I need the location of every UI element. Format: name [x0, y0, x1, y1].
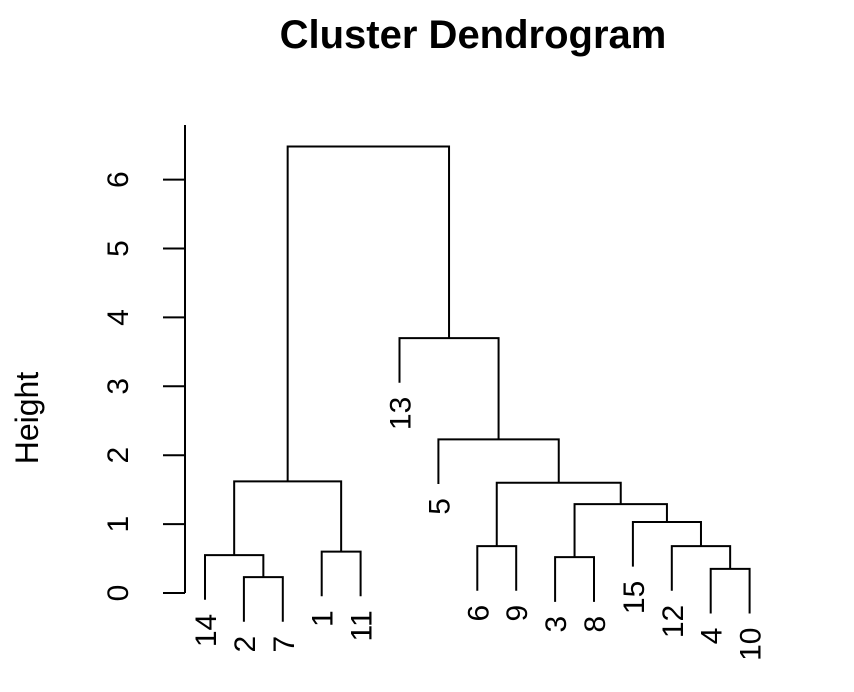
chart-title: Cluster Dendrogram	[280, 13, 667, 57]
y-tick-label: 2	[102, 447, 135, 464]
y-axis: 0 1 2 3 4 5 6	[102, 125, 186, 602]
y-axis-label: Height	[9, 372, 45, 465]
dendrogram-branch	[573, 503, 668, 558]
dendrogram-branch	[437, 438, 560, 484]
y-tick-label: 1	[102, 516, 135, 533]
leaf-label: 5	[423, 498, 456, 515]
y-tick-label: 6	[102, 171, 135, 188]
y-tick-label: 0	[102, 585, 135, 602]
leaf-label: 14	[190, 614, 223, 647]
dendrogram-branch	[242, 576, 284, 622]
leaf-label: 15	[618, 581, 651, 614]
y-tick-label: 5	[102, 240, 135, 257]
dendrogram-branch	[233, 480, 343, 556]
y-tick-label: 4	[102, 309, 135, 326]
leaf-label: 3	[540, 616, 573, 633]
leaf-label: 4	[696, 628, 729, 645]
dendrogram-branch	[320, 550, 362, 597]
dendrogram-branch	[495, 481, 622, 547]
leaf-label: 7	[268, 636, 301, 653]
dendrogram-branch	[476, 545, 518, 591]
dendrogram-branches	[204, 145, 751, 622]
leaf-label: 8	[579, 616, 612, 633]
leaf-label: 2	[229, 636, 262, 653]
dendrogram-branch	[554, 556, 595, 602]
leaf-label: 11	[346, 610, 379, 641]
leaf-label: 10	[735, 628, 768, 661]
dendrogram-branch	[286, 145, 451, 482]
y-tick-label: 3	[102, 378, 135, 395]
leaf-label: 6	[462, 605, 495, 622]
dendrogram-branch	[709, 567, 751, 614]
leaf-label: 9	[501, 605, 534, 622]
leaf-label: 13	[385, 397, 418, 430]
dendrogram-branch	[631, 521, 702, 567]
leaf-label: 1	[307, 610, 340, 627]
leaf-label: 12	[657, 605, 690, 638]
